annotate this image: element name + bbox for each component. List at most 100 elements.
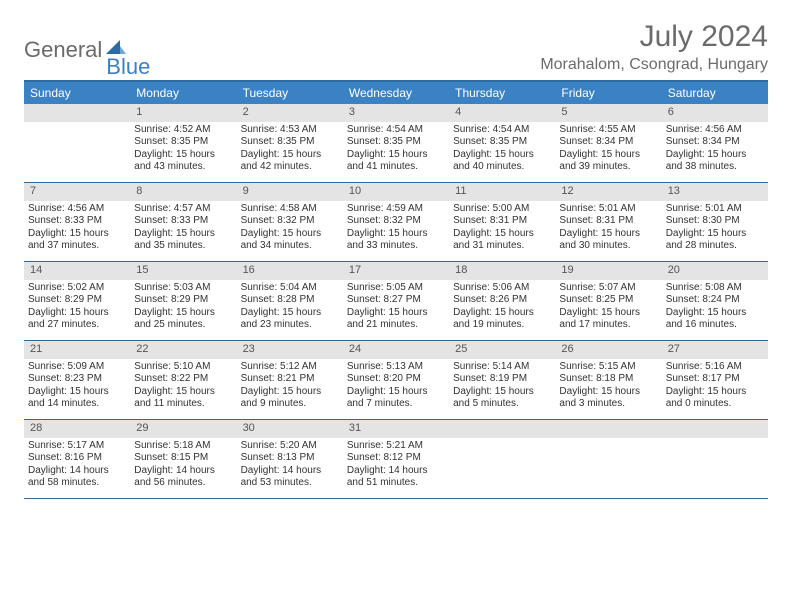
- day-body: Sunrise: 5:20 AMSunset: 8:13 PMDaylight:…: [237, 438, 343, 494]
- daylight-text: Daylight: 15 hours and 16 minutes.: [666, 307, 764, 332]
- day-number: 18: [449, 262, 555, 280]
- day-number: 9: [237, 183, 343, 201]
- day-number: 6: [662, 104, 768, 122]
- day-header-thursday: Thursday: [449, 82, 555, 104]
- sunrise-text: Sunrise: 5:04 AM: [241, 282, 339, 295]
- day-number: 22: [130, 341, 236, 359]
- day-number: 20: [662, 262, 768, 280]
- sunset-text: Sunset: 8:24 PM: [666, 294, 764, 307]
- day-body: Sunrise: 5:10 AMSunset: 8:22 PMDaylight:…: [130, 359, 236, 415]
- day-cell: 20Sunrise: 5:08 AMSunset: 8:24 PMDayligh…: [662, 262, 768, 340]
- day-cell: 13Sunrise: 5:01 AMSunset: 8:30 PMDayligh…: [662, 183, 768, 261]
- daylight-text: Daylight: 15 hours and 21 minutes.: [347, 307, 445, 332]
- daylight-text: Daylight: 15 hours and 43 minutes.: [134, 149, 232, 174]
- day-cell: 31Sunrise: 5:21 AMSunset: 8:12 PMDayligh…: [343, 420, 449, 498]
- sunset-text: Sunset: 8:30 PM: [666, 215, 764, 228]
- sunrise-text: Sunrise: 4:58 AM: [241, 203, 339, 216]
- day-cell: 15Sunrise: 5:03 AMSunset: 8:29 PMDayligh…: [130, 262, 236, 340]
- sunset-text: Sunset: 8:28 PM: [241, 294, 339, 307]
- day-header-sunday: Sunday: [24, 82, 130, 104]
- calendar: SundayMondayTuesdayWednesdayThursdayFrid…: [24, 80, 768, 499]
- sunset-text: Sunset: 8:29 PM: [134, 294, 232, 307]
- daylight-text: Daylight: 14 hours and 56 minutes.: [134, 465, 232, 490]
- sunrise-text: Sunrise: 5:09 AM: [28, 361, 126, 374]
- day-body: Sunrise: 5:17 AMSunset: 8:16 PMDaylight:…: [24, 438, 130, 494]
- day-cell: 29Sunrise: 5:18 AMSunset: 8:15 PMDayligh…: [130, 420, 236, 498]
- daylight-text: Daylight: 15 hours and 30 minutes.: [559, 228, 657, 253]
- day-header-monday: Monday: [130, 82, 236, 104]
- day-cell: 9Sunrise: 4:58 AMSunset: 8:32 PMDaylight…: [237, 183, 343, 261]
- daylight-text: Daylight: 15 hours and 40 minutes.: [453, 149, 551, 174]
- sunset-text: Sunset: 8:34 PM: [666, 136, 764, 149]
- day-body: Sunrise: 4:57 AMSunset: 8:33 PMDaylight:…: [130, 201, 236, 257]
- day-body: Sunrise: 5:03 AMSunset: 8:29 PMDaylight:…: [130, 280, 236, 336]
- day-number: 27: [662, 341, 768, 359]
- day-cell: 10Sunrise: 4:59 AMSunset: 8:32 PMDayligh…: [343, 183, 449, 261]
- day-body: Sunrise: 4:56 AMSunset: 8:34 PMDaylight:…: [662, 122, 768, 178]
- sunrise-text: Sunrise: 5:15 AM: [559, 361, 657, 374]
- day-body: Sunrise: 5:07 AMSunset: 8:25 PMDaylight:…: [555, 280, 661, 336]
- sunset-text: Sunset: 8:16 PM: [28, 452, 126, 465]
- day-cell: 27 Sunrise: 5:16 AMSunset: 8:17 PMDayligh…: [662, 341, 768, 419]
- daylight-text: Daylight: 14 hours and 53 minutes.: [241, 465, 339, 490]
- daylight-text: Daylight: 15 hours and 28 minutes.: [666, 228, 764, 253]
- day-cell: 4Sunrise: 4:54 AMSunset: 8:35 PMDaylight…: [449, 104, 555, 182]
- sunrise-text: Sunrise: 5:16 AM: [666, 361, 764, 374]
- day-cell: 21Sunrise: 5:09 AMSunset: 8:23 PMDayligh…: [24, 341, 130, 419]
- sunrise-text: Sunrise: 5:13 AM: [347, 361, 445, 374]
- week-row: 28Sunrise: 5:17 AMSunset: 8:16 PMDayligh…: [24, 420, 768, 499]
- daylight-text: Daylight: 15 hours and 5 minutes.: [453, 386, 551, 411]
- month-title: July 2024: [540, 20, 768, 54]
- sunrise-text: Sunrise: 5:10 AM: [134, 361, 232, 374]
- day-cell: [662, 420, 768, 498]
- day-body: Sunrise: 5:12 AMSunset: 8:21 PMDaylight:…: [237, 359, 343, 415]
- day-number: 11: [449, 183, 555, 201]
- daylight-text: Daylight: 15 hours and 19 minutes.: [453, 307, 551, 332]
- day-cell: 14Sunrise: 5:02 AMSunset: 8:29 PMDayligh…: [24, 262, 130, 340]
- day-cell: 22Sunrise: 5:10 AMSunset: 8:22 PMDayligh…: [130, 341, 236, 419]
- day-cell: 18Sunrise: 5:06 AMSunset: 8:26 PMDayligh…: [449, 262, 555, 340]
- sunset-text: Sunset: 8:31 PM: [453, 215, 551, 228]
- sunset-text: Sunset: 8:17 PM: [666, 373, 764, 386]
- sunset-text: Sunset: 8:21 PM: [241, 373, 339, 386]
- sunset-text: Sunset: 8:32 PM: [347, 215, 445, 228]
- sunset-text: Sunset: 8:35 PM: [134, 136, 232, 149]
- day-number: 19: [555, 262, 661, 280]
- day-body: Sunrise: 4:55 AMSunset: 8:34 PMDaylight:…: [555, 122, 661, 178]
- day-cell: 23Sunrise: 5:12 AMSunset: 8:21 PMDayligh…: [237, 341, 343, 419]
- sunset-text: Sunset: 8:20 PM: [347, 373, 445, 386]
- day-cell: 30Sunrise: 5:20 AMSunset: 8:13 PMDayligh…: [237, 420, 343, 498]
- logo-text-blue: Blue: [106, 54, 150, 80]
- sunrise-text: Sunrise: 4:57 AM: [134, 203, 232, 216]
- day-number: 10: [343, 183, 449, 201]
- day-body: Sunrise: 5:18 AMSunset: 8:15 PMDaylight:…: [130, 438, 236, 494]
- day-header-row: SundayMondayTuesdayWednesdayThursdayFrid…: [24, 82, 768, 104]
- sunset-text: Sunset: 8:35 PM: [241, 136, 339, 149]
- daylight-text: Daylight: 15 hours and 35 minutes.: [134, 228, 232, 253]
- sunset-text: Sunset: 8:29 PM: [28, 294, 126, 307]
- sunrise-text: Sunrise: 5:02 AM: [28, 282, 126, 295]
- daylight-text: Daylight: 15 hours and 7 minutes.: [347, 386, 445, 411]
- day-body: Sunrise: 5:13 AMSunset: 8:20 PMDaylight:…: [343, 359, 449, 415]
- sunrise-text: Sunrise: 5:21 AM: [347, 440, 445, 453]
- sunrise-text: Sunrise: 5:05 AM: [347, 282, 445, 295]
- day-cell: 19Sunrise: 5:07 AMSunset: 8:25 PMDayligh…: [555, 262, 661, 340]
- day-number: 28: [24, 420, 130, 438]
- sunrise-text: Sunrise: 4:54 AM: [347, 124, 445, 137]
- sunset-text: Sunset: 8:15 PM: [134, 452, 232, 465]
- daylight-text: Daylight: 15 hours and 0 minutes.: [666, 386, 764, 411]
- day-number: [662, 420, 768, 438]
- day-number: 31: [343, 420, 449, 438]
- daylight-text: Daylight: 14 hours and 51 minutes.: [347, 465, 445, 490]
- sunset-text: Sunset: 8:35 PM: [347, 136, 445, 149]
- daylight-text: Daylight: 15 hours and 11 minutes.: [134, 386, 232, 411]
- sunrise-text: Sunrise: 5:00 AM: [453, 203, 551, 216]
- daylight-text: Daylight: 15 hours and 33 minutes.: [347, 228, 445, 253]
- day-body: Sunrise: 5:02 AMSunset: 8:29 PMDaylight:…: [24, 280, 130, 336]
- logo-text-gray: General: [24, 37, 102, 63]
- day-body: Sunrise: 4:59 AMSunset: 8:32 PMDaylight:…: [343, 201, 449, 257]
- day-number: 30: [237, 420, 343, 438]
- day-body: Sunrise: 4:56 AMSunset: 8:33 PMDaylight:…: [24, 201, 130, 257]
- sunset-text: Sunset: 8:18 PM: [559, 373, 657, 386]
- sunset-text: Sunset: 8:13 PM: [241, 452, 339, 465]
